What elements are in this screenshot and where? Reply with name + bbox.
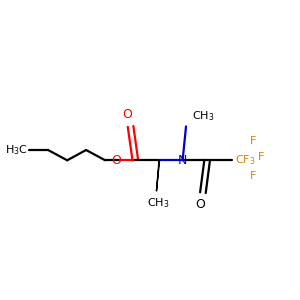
Text: O: O — [111, 154, 121, 167]
Text: F: F — [250, 172, 256, 182]
Text: O: O — [196, 198, 206, 211]
Text: H$_3$C: H$_3$C — [5, 143, 28, 157]
Polygon shape — [157, 160, 160, 191]
Text: O: O — [122, 108, 132, 121]
Text: CF$_3$: CF$_3$ — [235, 153, 256, 167]
Text: CH$_3$: CH$_3$ — [148, 196, 170, 210]
Text: F: F — [250, 136, 256, 146]
Text: F: F — [258, 152, 265, 162]
Text: CH$_3$: CH$_3$ — [192, 110, 214, 124]
Text: N: N — [178, 154, 187, 167]
